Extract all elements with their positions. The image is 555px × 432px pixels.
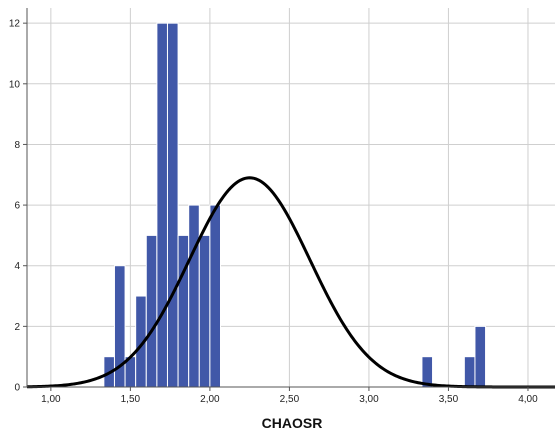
x-axis-ticks: 1,00 1,50 2,00 2,50 3,00 3,50 4,00	[41, 387, 538, 405]
y-tick-label: 12	[9, 19, 21, 30]
histogram-bars	[103, 22, 487, 388]
histogram-bar	[145, 234, 158, 388]
gridlines	[27, 8, 555, 387]
x-axis-label: CHAOSR	[262, 415, 323, 431]
x-tick-label: 2,00	[200, 394, 220, 405]
x-tick-label: 4,00	[518, 394, 538, 405]
histogram-bar	[166, 22, 179, 388]
y-tick-label: 4	[14, 261, 20, 272]
histogram-bar	[209, 204, 221, 388]
y-tick-label: 10	[9, 79, 21, 90]
histogram-bar	[177, 234, 190, 388]
x-tick-label: 2,50	[280, 394, 300, 405]
histogram-bar	[156, 22, 168, 388]
y-axis-ticks: 0 2 4 6 8 10 12	[9, 19, 27, 394]
x-tick-label: 1,00	[41, 394, 61, 405]
y-tick-label: 2	[14, 322, 20, 333]
y-tick-label: 0	[14, 383, 20, 394]
y-tick-label: 8	[14, 140, 20, 151]
x-tick-label: 3,00	[359, 394, 379, 405]
histogram-bar	[463, 356, 476, 388]
histogram-bar	[188, 204, 200, 388]
axes	[26, 8, 555, 388]
x-tick-label: 1,50	[121, 394, 141, 405]
histogram-bar	[474, 325, 487, 388]
x-tick-label: 3,50	[439, 394, 459, 405]
histogram-bar	[198, 234, 211, 388]
y-tick-label: 6	[14, 201, 20, 212]
